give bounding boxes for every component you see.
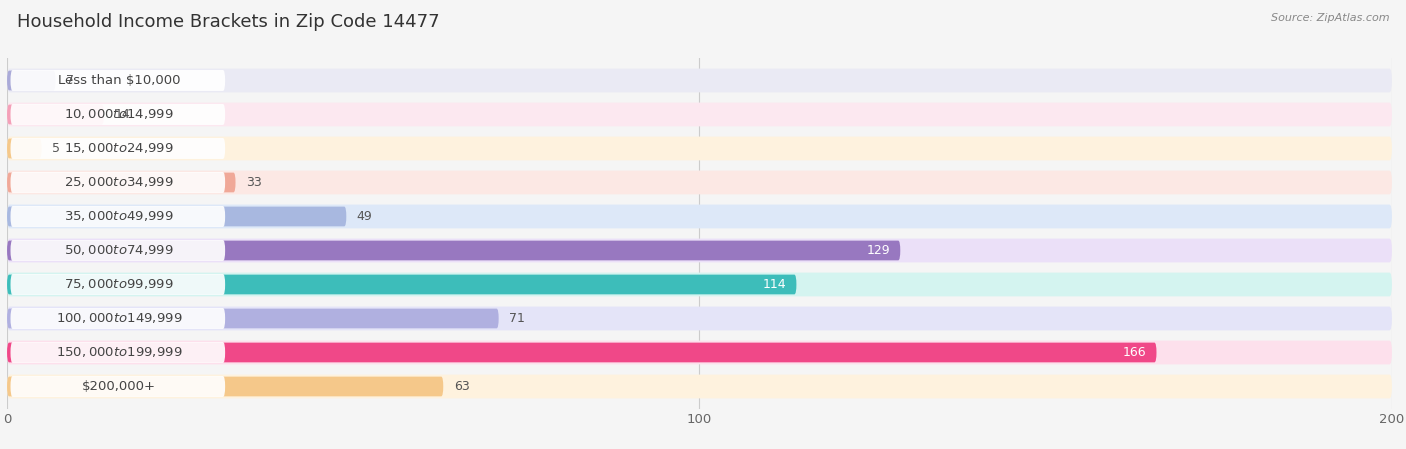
FancyBboxPatch shape [7,139,42,158]
Text: $15,000 to $24,999: $15,000 to $24,999 [65,141,174,155]
Text: 49: 49 [357,210,373,223]
Text: 14: 14 [114,108,131,121]
Text: 129: 129 [866,244,890,257]
Text: 33: 33 [246,176,262,189]
FancyBboxPatch shape [7,205,1392,229]
FancyBboxPatch shape [7,341,1392,365]
Text: $100,000 to $149,999: $100,000 to $149,999 [56,312,183,326]
Text: $150,000 to $199,999: $150,000 to $199,999 [56,345,183,360]
FancyBboxPatch shape [10,274,225,295]
FancyBboxPatch shape [7,307,1392,330]
FancyBboxPatch shape [10,376,225,397]
FancyBboxPatch shape [10,240,225,261]
Text: 7: 7 [66,74,75,87]
FancyBboxPatch shape [10,104,225,125]
Text: $25,000 to $34,999: $25,000 to $34,999 [65,176,174,189]
FancyBboxPatch shape [7,273,1392,296]
FancyBboxPatch shape [7,377,443,396]
Text: $35,000 to $49,999: $35,000 to $49,999 [65,210,174,224]
FancyBboxPatch shape [7,343,1157,362]
FancyBboxPatch shape [7,207,346,226]
FancyBboxPatch shape [7,308,499,328]
FancyBboxPatch shape [7,70,55,90]
FancyBboxPatch shape [7,136,1392,160]
Text: $50,000 to $74,999: $50,000 to $74,999 [65,243,174,257]
FancyBboxPatch shape [10,308,225,329]
FancyBboxPatch shape [7,105,104,124]
FancyBboxPatch shape [7,275,796,295]
Text: Less than $10,000: Less than $10,000 [58,74,180,87]
Text: 166: 166 [1122,346,1146,359]
FancyBboxPatch shape [7,171,1392,194]
Text: 5: 5 [52,142,60,155]
Text: 63: 63 [454,380,470,393]
FancyBboxPatch shape [7,69,1392,92]
Text: Source: ZipAtlas.com: Source: ZipAtlas.com [1271,13,1389,23]
Text: $75,000 to $99,999: $75,000 to $99,999 [65,277,174,291]
Text: Household Income Brackets in Zip Code 14477: Household Income Brackets in Zip Code 14… [17,13,440,31]
FancyBboxPatch shape [10,172,225,193]
FancyBboxPatch shape [7,241,900,260]
FancyBboxPatch shape [7,172,236,192]
Text: 71: 71 [509,312,524,325]
FancyBboxPatch shape [10,70,225,91]
Text: $200,000+: $200,000+ [82,380,156,393]
FancyBboxPatch shape [7,102,1392,126]
FancyBboxPatch shape [7,374,1392,398]
Text: $10,000 to $14,999: $10,000 to $14,999 [65,107,174,122]
FancyBboxPatch shape [7,238,1392,262]
FancyBboxPatch shape [10,342,225,363]
FancyBboxPatch shape [10,206,225,227]
FancyBboxPatch shape [10,138,225,159]
Text: 114: 114 [762,278,786,291]
